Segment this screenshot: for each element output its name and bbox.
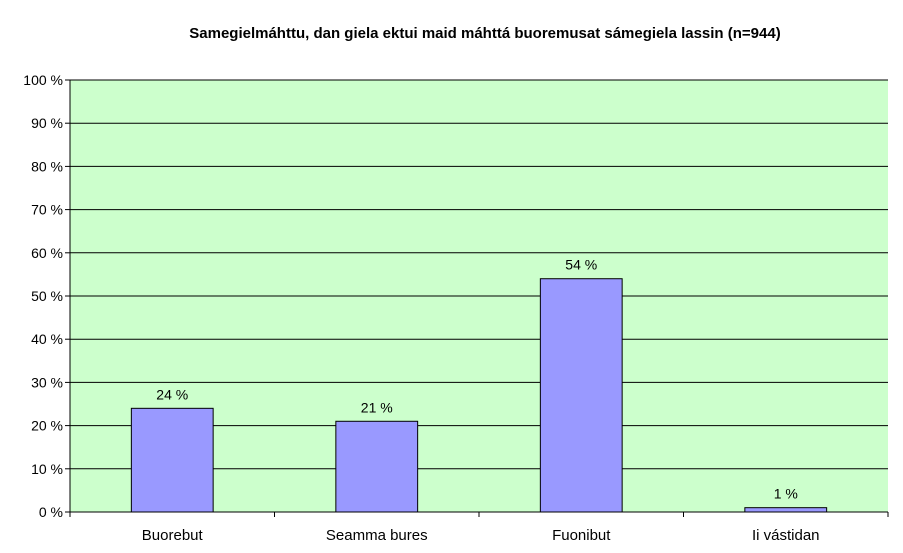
y-tick-label: 50 %	[31, 288, 63, 304]
bar	[744, 507, 828, 513]
bar	[335, 420, 419, 513]
y-tick-label: 80 %	[31, 158, 63, 174]
y-tick-label: 70 %	[31, 202, 63, 218]
y-tick-label: 0 %	[39, 504, 63, 520]
x-tick-label: Buorebut	[142, 527, 204, 544]
x-tick-label: Fuonibut	[552, 527, 611, 544]
x-tick-label: Seamma bures	[326, 527, 428, 544]
x-axis: Buorebut Seamma bures Fuonibut Ii vástidan	[65, 511, 889, 544]
y-axis: 0 % 10 % 20 % 30 % 40 % 50 % 60 % 70 % 80 % 90 % 1…	[23, 72, 71, 520]
chart-title: Samegielmáhttu, dan giela ektui maid máh…	[189, 25, 780, 42]
bar	[130, 407, 214, 513]
y-tick-label: 40 %	[31, 331, 63, 347]
y-tick-label: 30 %	[31, 374, 63, 390]
x-tick-label: Ii vástidan	[752, 527, 820, 544]
y-tick-label: 90 %	[31, 115, 63, 131]
data-labels: 24 % 21 % 54 % 1 %	[156, 257, 798, 502]
data-label: 21 %	[361, 399, 393, 415]
data-label: 24 %	[156, 386, 188, 402]
y-tick-label: 60 %	[31, 245, 63, 261]
data-label: 1 %	[774, 486, 798, 502]
y-tick-label: 20 %	[31, 418, 63, 434]
data-label: 54 %	[565, 257, 597, 273]
bar	[539, 278, 623, 513]
y-tick-label: 100 %	[23, 72, 63, 88]
gridlines	[70, 79, 888, 470]
y-tick-label: 10 %	[31, 461, 63, 477]
